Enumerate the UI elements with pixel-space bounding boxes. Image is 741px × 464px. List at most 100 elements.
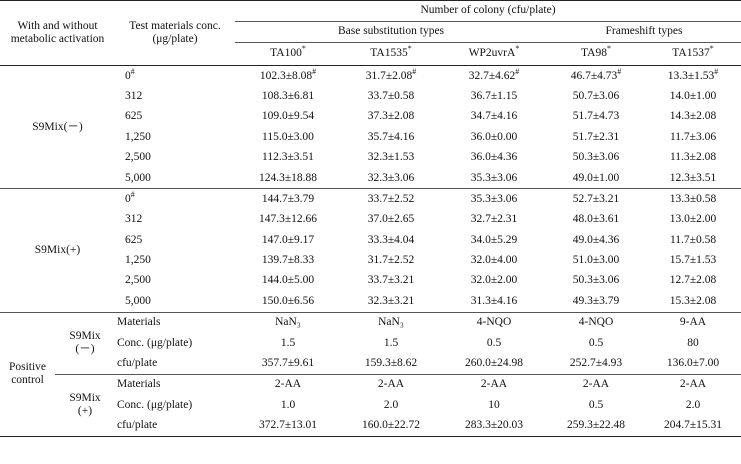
value-cell: 0.5 <box>588 336 604 349</box>
value-cell: 52.7±3.21 <box>547 188 645 210</box>
value-cell: 15.3±2.08 <box>669 294 717 307</box>
table-row: 2,500 112.3±3.51 32.3±1.53 36.0±4.36 50.… <box>0 148 741 168</box>
value-cell: 33.7±2.52 <box>341 188 441 210</box>
value-cell: 15.7±1.53 <box>669 254 717 267</box>
header-base-substitution: Base substitution types <box>235 21 547 43</box>
row-label-cfu: cfu/plate <box>117 357 158 370</box>
positive-s9-minus-label: S9Mix (－) <box>55 311 115 375</box>
value-cell: 13.3±1.53# <box>667 66 719 82</box>
value-cell: 46.7±4.73# <box>570 66 622 82</box>
material-cell: NaN₃ <box>235 311 341 334</box>
value-cell: 80 <box>687 336 699 349</box>
value-cell: 50.7±3.06 <box>572 89 620 102</box>
header-strain-ta100: TA100* <box>235 42 341 66</box>
value-cell: 1.5 <box>280 336 296 349</box>
material-cell: 2-AA <box>441 373 547 396</box>
value-cell: 147.3±12.66 <box>258 213 318 226</box>
value-cell: 12.3±3.51 <box>669 171 717 184</box>
value-cell: 144.0±5.00 <box>261 274 315 287</box>
value-cell: 51.0±3.00 <box>572 254 620 267</box>
value-cell: 31.7±2.52 <box>367 254 415 267</box>
row-label-conc: Conc. (μg/plate) <box>117 336 193 349</box>
group-label-s9-plus: S9Mix(+) <box>0 188 115 313</box>
value-cell: 37.0±2.65 <box>367 213 415 226</box>
value-cell: 35.7±4.16 <box>367 130 415 143</box>
conc-cell: 625 <box>125 233 143 246</box>
value-cell: 260.0±24.98 <box>464 357 524 370</box>
value-cell: 12.7±2.08 <box>669 274 717 287</box>
colony-count-table: With and without metabolic activation Tes… <box>0 0 741 438</box>
conc-cell: 312 <box>125 213 143 226</box>
value-cell: 150.0±6.56 <box>261 294 315 307</box>
table-row: cfu/plate 357.7±9.61 159.3±8.62 260.0±24… <box>0 353 741 374</box>
table-row: S9Mix (+) Materials 2-AA 2-AA 2-AA 2-AA 2… <box>0 373 741 438</box>
value-cell: 102.3±8.08# <box>259 66 317 82</box>
header-strain-ta1537: TA1537* <box>645 42 741 66</box>
value-cell: 252.7±4.93 <box>569 357 623 370</box>
value-cell: 35.3±3.06 <box>470 171 518 184</box>
value-cell: 372.7±13.01 <box>235 415 341 438</box>
value-cell: 51.7±4.73 <box>572 110 620 123</box>
header-frameshift: Frameshift types <box>547 21 741 43</box>
table-row: Conc. (μg/plate) 1.0 2.0 10 0.5 2.0 <box>0 395 741 415</box>
material-cell: 2-AA <box>547 373 645 396</box>
table-row: Conc. (μg/plate) 1.5 1.5 0.5 0.5 80 <box>0 333 741 353</box>
conc-cell: 5,000 <box>125 294 151 307</box>
conc-cell: 0# <box>115 188 235 210</box>
value-cell: 204.7±15.31 <box>645 415 741 438</box>
table-row: S9Mix(+) 0# 144.7±3.79 33.7±2.52 35.3±3.… <box>0 188 741 313</box>
material-cell: 2-AA <box>235 373 341 396</box>
row-label-conc: Conc. (μg/plate) <box>117 398 193 411</box>
value-cell: 32.7±2.31 <box>470 213 518 226</box>
value-cell: 32.3±3.21 <box>367 294 415 307</box>
value-cell: 51.7±2.31 <box>572 130 620 143</box>
value-cell: 13.0±2.00 <box>669 213 717 226</box>
value-cell: 1.5 <box>383 336 399 349</box>
value-cell: 1.0 <box>280 398 296 411</box>
value-cell: 50.3±3.06 <box>572 151 620 164</box>
value-cell: 2.0 <box>685 398 701 411</box>
value-cell: 35.3±3.06 <box>441 188 547 210</box>
value-cell: 14.3±2.08 <box>669 110 717 123</box>
value-cell: 109.0±9.54 <box>261 110 315 123</box>
value-cell: 50.3±3.06 <box>572 274 620 287</box>
conc-cell: 2,500 <box>125 151 151 164</box>
group-label-s9-minus: S9Mix(－) <box>32 120 83 133</box>
header-strain-ta1535: TA1535* <box>341 42 441 66</box>
value-cell: 11.7±3.06 <box>669 130 717 143</box>
value-cell: 2.0 <box>383 398 399 411</box>
value-cell: 159.3±8.62 <box>364 357 418 370</box>
material-cell: NaN₃ <box>341 311 441 334</box>
value-cell: 34.0±5.29 <box>470 233 518 246</box>
value-cell: 0.5 <box>588 398 604 411</box>
header-strain-wp2uvra: WP2uvrA* <box>441 42 547 66</box>
conc-cell: 1,250 <box>125 254 151 267</box>
value-cell: 13.3±0.58 <box>645 188 741 210</box>
table-row: 312 108.3±6.81 33.7±0.58 36.7±1.15 50.7±… <box>0 86 741 106</box>
positive-control-label: Positive control <box>0 311 55 438</box>
value-cell: 32.0±2.00 <box>470 274 518 287</box>
material-cell: 4-NQO <box>547 311 645 334</box>
value-cell: 112.3±3.51 <box>262 151 314 164</box>
value-cell: 32.3±3.06 <box>367 171 415 184</box>
table-row: S9Mix(－) 0# 102.3±8.08# 31.7±2.08# 32.7±… <box>0 66 741 132</box>
row-label-cfu: cfu/plate <box>115 415 235 438</box>
conc-cell: 1,250 <box>125 130 151 143</box>
header-number-of-colony: Number of colony (cfu/plate) <box>235 0 741 22</box>
value-cell: 34.7±4.16 <box>470 110 518 123</box>
value-cell: 36.7±1.15 <box>470 89 518 102</box>
value-cell: 259.3±22.48 <box>547 415 645 438</box>
value-cell: 357.7±9.61 <box>261 357 315 370</box>
value-cell: 33.7±0.58 <box>367 89 415 102</box>
value-cell: 31.7±2.08# <box>365 66 417 82</box>
conc-cell: 625 <box>125 110 143 123</box>
value-cell: 48.0±3.61 <box>572 213 620 226</box>
conc-cell: 0# <box>125 66 135 82</box>
header-strain-ta98: TA98* <box>547 42 645 66</box>
table-row: 625 147.0±9.17 33.3±4.04 34.0±5.29 49.0±… <box>0 230 741 250</box>
value-cell: 31.3±4.16 <box>470 294 518 307</box>
value-cell: 49.0±4.36 <box>572 233 620 246</box>
table-row: 1,250 115.0±3.00 35.7±4.16 36.0±0.00 51.… <box>0 127 741 147</box>
value-cell: 36.0±0.00 <box>470 130 518 143</box>
table-row: 1,250 139.7±8.33 31.7±2.52 32.0±4.00 51.… <box>0 251 741 271</box>
